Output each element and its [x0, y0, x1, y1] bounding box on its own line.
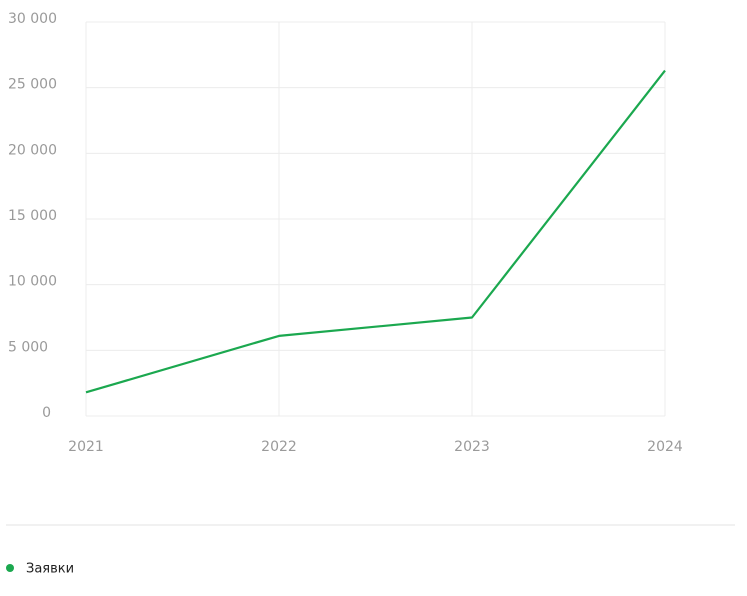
y-tick-label: 20 000 [8, 142, 57, 158]
x-tick-label: 2023 [454, 439, 490, 455]
y-tick-label: 30 000 [8, 11, 57, 27]
x-tick-label: 2022 [261, 439, 297, 455]
x-tick-label: 2024 [647, 439, 683, 455]
x-tick-label: 2021 [68, 439, 104, 455]
legend-marker [6, 564, 14, 572]
legend-label: Заявки [26, 562, 74, 577]
y-tick-label: 0 [42, 405, 51, 421]
y-tick-label: 15 000 [8, 208, 57, 224]
data-line [85, 69, 666, 394]
y-tick-label: 10 000 [8, 274, 57, 290]
y-tick-label: 25 000 [8, 77, 57, 93]
y-tick-label: 5 000 [8, 339, 48, 355]
